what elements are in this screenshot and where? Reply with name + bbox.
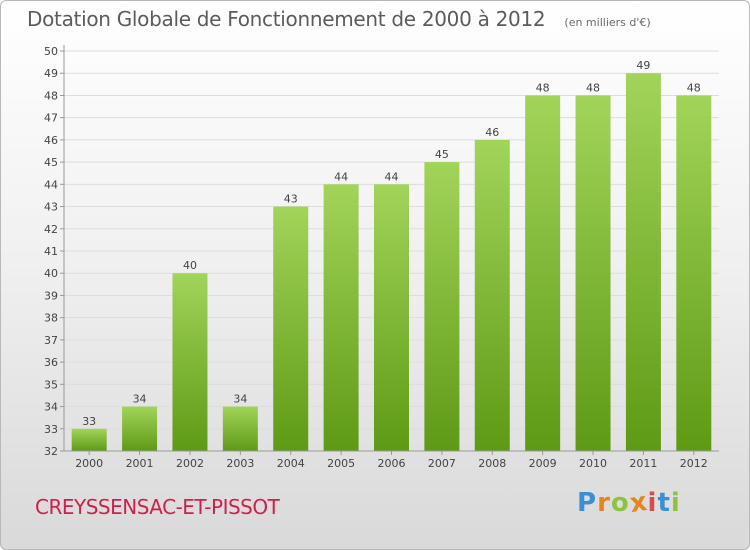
bar	[676, 95, 712, 451]
bar-value-label: 49	[636, 59, 650, 72]
x-tick-label: 2001	[126, 457, 154, 470]
labels: 32 33 34 35 36 37 38 39 40 41 42 43 44 45 46 47 48 49 50 33…	[44, 45, 708, 470]
x-tick-label: 2012	[680, 457, 708, 470]
bar	[122, 406, 158, 451]
logo-letter: t	[657, 488, 671, 518]
bar	[222, 406, 258, 451]
proxiti-logo: Proxiti	[577, 486, 681, 520]
x-tick-label: 2003	[226, 457, 254, 470]
bar-value-label: 40	[183, 259, 197, 272]
x-tick-label: 2009	[529, 457, 557, 470]
x-tick-label: 2010	[579, 457, 607, 470]
x-tick-label: 2004	[277, 457, 305, 470]
bar-value-label: 34	[133, 393, 147, 406]
bar-value-label: 44	[385, 170, 399, 183]
bar-value-label: 43	[284, 193, 298, 206]
bar-value-label: 48	[536, 81, 550, 94]
logo-letter: i	[647, 488, 658, 518]
logo-letter: P	[577, 488, 598, 518]
bar	[474, 139, 510, 451]
logo-letter: o	[610, 488, 630, 518]
bar	[625, 73, 661, 451]
bar	[374, 184, 409, 452]
title-row: Dotation Globale de Fonctionnement de 20…	[27, 7, 651, 31]
y-tick-label: 38	[44, 312, 58, 325]
logo-letter: i	[670, 488, 681, 518]
x-tick-label: 2002	[176, 457, 204, 470]
logo-letter: r	[597, 488, 611, 518]
bar-value-label: 48	[687, 81, 701, 94]
bar-value-label: 48	[586, 81, 600, 94]
bar-value-label: 45	[435, 148, 449, 161]
logo-letter: x	[627, 486, 650, 520]
bar	[575, 95, 611, 451]
axes	[60, 45, 719, 455]
x-tick-label: 2006	[378, 457, 406, 470]
y-tick-label: 46	[44, 134, 58, 147]
bars	[71, 73, 712, 452]
y-tick-label: 43	[44, 201, 58, 214]
bar-value-label: 44	[334, 170, 348, 183]
x-tick-label: 2005	[327, 457, 355, 470]
bar-value-label: 33	[82, 415, 96, 428]
chart-title: Dotation Globale de Fonctionnement de 20…	[27, 7, 546, 31]
x-tick-label: 2007	[428, 457, 456, 470]
y-tick-label: 49	[44, 67, 58, 80]
bar-value-label: 34	[233, 393, 247, 406]
y-tick-label: 40	[44, 267, 58, 280]
bar	[71, 428, 107, 451]
bar-value-label: 46	[485, 126, 499, 139]
y-tick-label: 45	[44, 156, 58, 169]
bar	[273, 206, 309, 451]
y-tick-label: 34	[44, 401, 58, 414]
y-tick-label: 42	[44, 223, 58, 236]
chart-subtitle: (en milliers d'€)	[564, 16, 651, 29]
y-tick-label: 47	[44, 112, 58, 125]
y-tick-label: 33	[44, 423, 58, 436]
y-tick-label: 32	[44, 445, 58, 458]
y-tick-label: 39	[44, 289, 58, 302]
y-tick-label: 44	[44, 178, 58, 191]
y-tick-label: 50	[44, 45, 58, 58]
y-tick-label: 48	[44, 89, 58, 102]
bar	[172, 273, 208, 451]
x-tick-label: 2000	[75, 457, 103, 470]
x-tick-label: 2011	[629, 457, 657, 470]
y-tick-label: 37	[44, 334, 58, 347]
y-tick-label: 35	[44, 378, 58, 391]
bar	[424, 162, 460, 451]
bar	[323, 184, 359, 452]
commune-name: CREYSSENSAC-ET-PISSOT	[35, 495, 280, 519]
y-tick-label: 41	[44, 245, 58, 258]
bar	[525, 95, 561, 451]
y-tick-label: 36	[44, 356, 58, 369]
x-tick-label: 2008	[478, 457, 506, 470]
